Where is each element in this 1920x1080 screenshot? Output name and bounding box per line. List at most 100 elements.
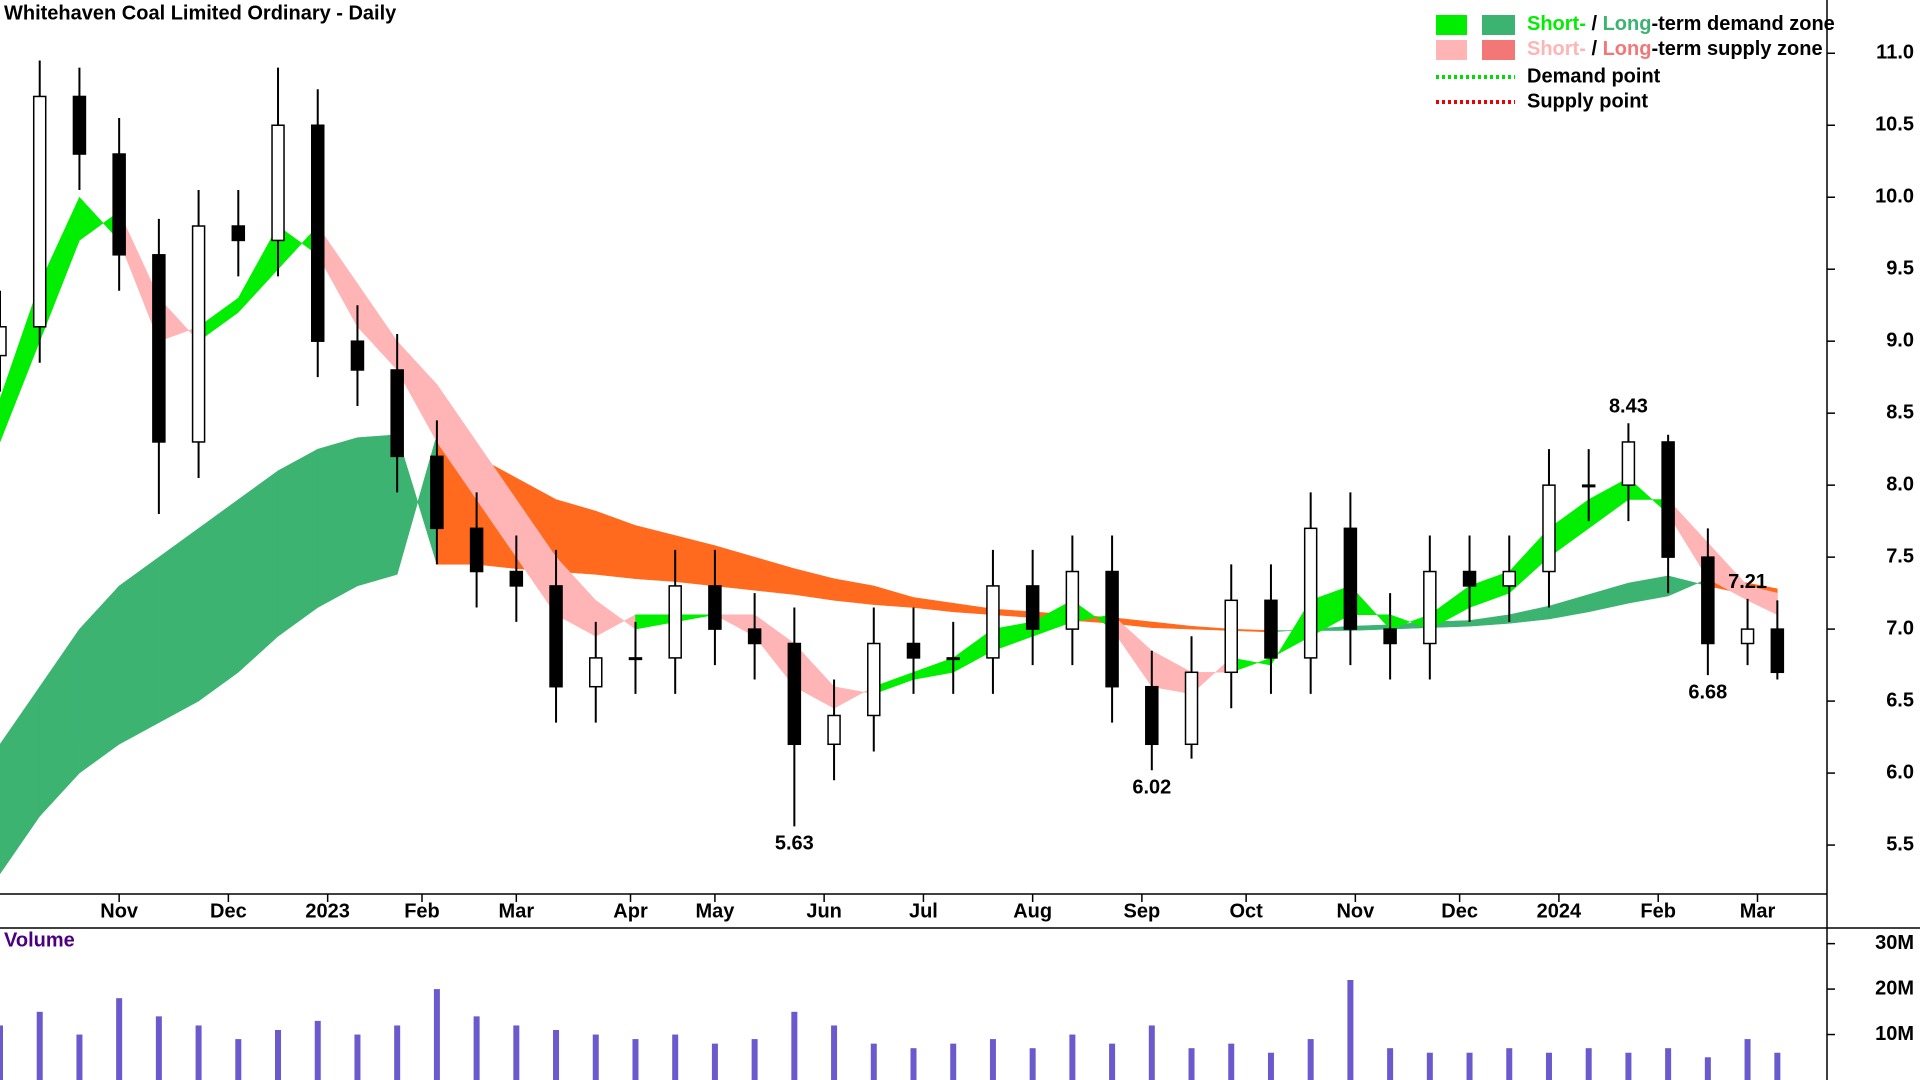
candle-body [827,714,841,746]
candle-body [1502,570,1517,587]
volume-bar [1774,1052,1781,1080]
x-tick-label: Jun [806,900,842,922]
candle-body [0,326,7,357]
x-tick-label: Oct [1229,900,1263,922]
x-tick-label: Feb [1640,900,1676,922]
legend-label: Short- / Long-term demand zone [1527,13,1835,35]
volume-bar [831,1025,838,1080]
volume-bar [1148,1025,1155,1080]
volume-bar [1426,1052,1433,1080]
candle-body [906,642,921,659]
price-annotation: 6.02 [1132,776,1171,798]
volume-tick-label: 20M [1875,977,1914,999]
volume-bar [76,1034,83,1080]
zone-segment [913,657,954,680]
legend-short: Short- [1527,38,1586,60]
candle-body [1145,685,1159,746]
zone-segment [913,597,954,613]
volume-tick-label: 10M [1875,1023,1914,1045]
volume-bar [354,1034,361,1080]
volume-bar [473,1016,480,1080]
price-annotation: 6.68 [1688,681,1727,703]
volume-bar [1109,1043,1116,1080]
candle-body [350,340,365,371]
x-tick-label: May [695,900,735,922]
volume-bar [36,1011,43,1080]
candle-body [390,369,404,458]
zone-segment [79,585,120,774]
volume-bar [553,1030,560,1080]
volume-bar [1069,1034,1076,1080]
volume-bar [195,1025,202,1080]
candle-body [708,585,722,630]
zone-segment [754,556,795,595]
y-tick-label: 9.5 [1886,257,1914,279]
candle-body [1065,570,1080,630]
candle-body [867,642,881,717]
y-tick-label: 7.0 [1886,617,1914,639]
volume-bar [1267,1052,1274,1080]
zone-segment [674,535,716,587]
volume-bar [1029,1048,1036,1080]
volume-bar [950,1043,957,1080]
legend-rest: -term supply zone [1651,38,1822,60]
zone-segment [277,448,318,637]
candle-body [1740,628,1755,645]
volume-bar [1545,1052,1552,1080]
zone-segment [595,599,636,637]
volume-bar [672,1034,679,1080]
zone-segment [118,556,160,745]
x-tick-label: Mar [499,900,535,922]
legend-swatch [1482,40,1515,60]
volume-bar [1506,1048,1513,1080]
candle-body [1025,585,1040,630]
volume-label: Volume [4,929,75,951]
candle-body [986,585,1000,659]
candle-body [1701,556,1715,645]
candle-body [1343,527,1358,630]
zone-segment [39,628,80,817]
candle-body [1581,484,1596,488]
volume-bar [1665,1048,1672,1080]
volume-bar [751,1039,758,1080]
zone-segment [198,499,239,702]
x-tick-label: Feb [404,900,440,922]
x-tick-label: Dec [210,900,247,922]
volume-bar [711,1043,718,1080]
chart-title: Whitehaven Coal Limited Ordinary - Daily [4,2,397,24]
candle-body [1303,527,1318,659]
candle-body [1383,628,1397,645]
candle-body [1462,570,1477,587]
candle-body [1264,599,1278,659]
legend-sep: / [1586,13,1603,35]
candle-body [787,642,802,746]
zone-segment [635,525,676,582]
volume-bar [433,989,440,1080]
y-tick-label: 10.5 [1875,114,1914,136]
legend-long: Long [1603,38,1652,60]
zone-segment [1588,582,1629,613]
candle-body [32,95,47,328]
x-tick-label: Sep [1124,900,1161,922]
volume-bar [1625,1052,1632,1080]
zone-segment [595,510,636,580]
x-tick-label: Jul [909,900,938,922]
volume-bar [1228,1043,1235,1080]
volume-bar [394,1025,401,1080]
x-tick-label: Dec [1441,900,1478,922]
legend-short: Short- [1527,13,1586,35]
zone-segment [794,568,835,601]
legend-swatch [1482,15,1515,35]
zone-segment [1469,614,1510,627]
candle-body [946,657,960,661]
volume-bar [116,998,123,1080]
price-annotation: 8.43 [1609,396,1648,418]
candle-body [1621,441,1636,486]
volume-bar [910,1048,917,1080]
candle-body [1661,441,1675,558]
price-annotation: 7.21 [1728,571,1767,593]
volume-bar [592,1034,599,1080]
candle-body [1770,628,1785,674]
candle-body [72,95,87,155]
y-tick-label: 9.0 [1886,329,1914,351]
